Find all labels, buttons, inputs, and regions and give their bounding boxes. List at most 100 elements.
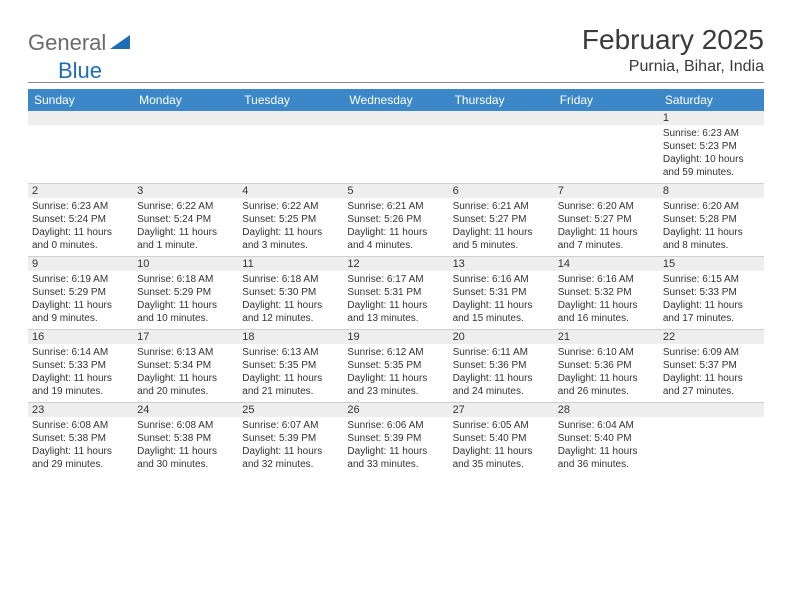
day-cell: Sunrise: 6:12 AMSunset: 5:35 PMDaylight:… [343, 344, 448, 402]
sunrise-line: Sunrise: 6:20 AM [558, 200, 655, 213]
sunrise-line: Sunrise: 6:13 AM [242, 346, 339, 359]
day-number: 28 [554, 403, 659, 417]
day-cell: Sunrise: 6:13 AMSunset: 5:34 PMDaylight:… [133, 344, 238, 402]
sunrise-line: Sunrise: 6:13 AM [137, 346, 234, 359]
day-number-row: 232425262728 [28, 403, 764, 417]
day-number-row: 16171819202122 [28, 330, 764, 344]
day-cell: Sunrise: 6:08 AMSunset: 5:38 PMDaylight:… [133, 417, 238, 475]
day-number [238, 111, 343, 125]
dow-cell: Thursday [449, 89, 554, 111]
day-number: 24 [133, 403, 238, 417]
logo-text-gray: General [28, 30, 106, 56]
day-body-row: Sunrise: 6:19 AMSunset: 5:29 PMDaylight:… [28, 271, 764, 329]
sunset-line: Sunset: 5:24 PM [32, 213, 129, 226]
day-number: 11 [238, 257, 343, 271]
day-of-week-header: SundayMondayTuesdayWednesdayThursdayFrid… [28, 89, 764, 111]
dow-cell: Monday [133, 89, 238, 111]
sunset-line: Sunset: 5:39 PM [347, 432, 444, 445]
sunrise-line: Sunrise: 6:12 AM [347, 346, 444, 359]
sunrise-line: Sunrise: 6:16 AM [558, 273, 655, 286]
daylight-line: Daylight: 11 hours and 8 minutes. [663, 226, 760, 252]
day-body-row: Sunrise: 6:23 AMSunset: 5:24 PMDaylight:… [28, 198, 764, 256]
sunrise-line: Sunrise: 6:15 AM [663, 273, 760, 286]
day-cell: Sunrise: 6:16 AMSunset: 5:31 PMDaylight:… [449, 271, 554, 329]
daylight-line: Daylight: 11 hours and 9 minutes. [32, 299, 129, 325]
day-number [449, 111, 554, 125]
day-number: 8 [659, 184, 764, 198]
dow-cell: Tuesday [238, 89, 343, 111]
calendar: SundayMondayTuesdayWednesdayThursdayFrid… [28, 89, 764, 475]
logo-triangle-icon [110, 33, 130, 54]
sunset-line: Sunset: 5:40 PM [453, 432, 550, 445]
sunset-line: Sunset: 5:40 PM [558, 432, 655, 445]
day-cell [28, 125, 133, 183]
daylight-line: Daylight: 11 hours and 15 minutes. [453, 299, 550, 325]
day-cell: Sunrise: 6:23 AMSunset: 5:23 PMDaylight:… [659, 125, 764, 183]
daylight-line: Daylight: 11 hours and 29 minutes. [32, 445, 129, 471]
day-body-row: Sunrise: 6:08 AMSunset: 5:38 PMDaylight:… [28, 417, 764, 475]
day-cell: Sunrise: 6:11 AMSunset: 5:36 PMDaylight:… [449, 344, 554, 402]
page-title: February 2025 [582, 24, 764, 56]
day-cell [449, 125, 554, 183]
day-number-row: 2345678 [28, 184, 764, 198]
day-cell [133, 125, 238, 183]
sunset-line: Sunset: 5:34 PM [137, 359, 234, 372]
sunset-line: Sunset: 5:35 PM [347, 359, 444, 372]
sunset-line: Sunset: 5:36 PM [453, 359, 550, 372]
day-cell: Sunrise: 6:09 AMSunset: 5:37 PMDaylight:… [659, 344, 764, 402]
dow-cell: Friday [554, 89, 659, 111]
sunset-line: Sunset: 5:26 PM [347, 213, 444, 226]
sunrise-line: Sunrise: 6:14 AM [32, 346, 129, 359]
sunrise-line: Sunrise: 6:22 AM [242, 200, 339, 213]
daylight-line: Daylight: 11 hours and 0 minutes. [32, 226, 129, 252]
day-cell: Sunrise: 6:17 AMSunset: 5:31 PMDaylight:… [343, 271, 448, 329]
sunrise-line: Sunrise: 6:23 AM [663, 127, 760, 140]
day-cell [343, 125, 448, 183]
day-number: 15 [659, 257, 764, 271]
day-cell: Sunrise: 6:18 AMSunset: 5:29 PMDaylight:… [133, 271, 238, 329]
day-cell: Sunrise: 6:20 AMSunset: 5:27 PMDaylight:… [554, 198, 659, 256]
daylight-line: Daylight: 11 hours and 26 minutes. [558, 372, 655, 398]
sunrise-line: Sunrise: 6:09 AM [663, 346, 760, 359]
day-body-row: Sunrise: 6:14 AMSunset: 5:33 PMDaylight:… [28, 344, 764, 402]
day-number: 26 [343, 403, 448, 417]
sunset-line: Sunset: 5:38 PM [137, 432, 234, 445]
daylight-line: Daylight: 11 hours and 30 minutes. [137, 445, 234, 471]
sunset-line: Sunset: 5:37 PM [663, 359, 760, 372]
day-number: 10 [133, 257, 238, 271]
day-cell [238, 125, 343, 183]
day-cell: Sunrise: 6:20 AMSunset: 5:28 PMDaylight:… [659, 198, 764, 256]
daylight-line: Daylight: 11 hours and 21 minutes. [242, 372, 339, 398]
daylight-line: Daylight: 11 hours and 17 minutes. [663, 299, 760, 325]
day-number: 23 [28, 403, 133, 417]
day-number: 12 [343, 257, 448, 271]
daylight-line: Daylight: 11 hours and 12 minutes. [242, 299, 339, 325]
daylight-line: Daylight: 11 hours and 3 minutes. [242, 226, 339, 252]
sunrise-line: Sunrise: 6:11 AM [453, 346, 550, 359]
day-cell: Sunrise: 6:18 AMSunset: 5:30 PMDaylight:… [238, 271, 343, 329]
day-number: 20 [449, 330, 554, 344]
sunrise-line: Sunrise: 6:21 AM [453, 200, 550, 213]
sunrise-line: Sunrise: 6:04 AM [558, 419, 655, 432]
sunset-line: Sunset: 5:28 PM [663, 213, 760, 226]
day-number: 1 [659, 111, 764, 125]
header-divider [28, 82, 764, 83]
page-subtitle: Purnia, Bihar, India [582, 58, 764, 76]
day-cell: Sunrise: 6:14 AMSunset: 5:33 PMDaylight:… [28, 344, 133, 402]
daylight-line: Daylight: 11 hours and 20 minutes. [137, 372, 234, 398]
sunrise-line: Sunrise: 6:06 AM [347, 419, 444, 432]
logo: General [28, 24, 132, 56]
day-cell [659, 417, 764, 475]
day-cell: Sunrise: 6:16 AMSunset: 5:32 PMDaylight:… [554, 271, 659, 329]
day-cell: Sunrise: 6:15 AMSunset: 5:33 PMDaylight:… [659, 271, 764, 329]
day-cell: Sunrise: 6:05 AMSunset: 5:40 PMDaylight:… [449, 417, 554, 475]
sunset-line: Sunset: 5:25 PM [242, 213, 339, 226]
day-cell: Sunrise: 6:22 AMSunset: 5:24 PMDaylight:… [133, 198, 238, 256]
day-number: 6 [449, 184, 554, 198]
daylight-line: Daylight: 11 hours and 10 minutes. [137, 299, 234, 325]
daylight-line: Daylight: 11 hours and 4 minutes. [347, 226, 444, 252]
sunset-line: Sunset: 5:23 PM [663, 140, 760, 153]
day-number [554, 111, 659, 125]
sunrise-line: Sunrise: 6:18 AM [242, 273, 339, 286]
day-number: 21 [554, 330, 659, 344]
